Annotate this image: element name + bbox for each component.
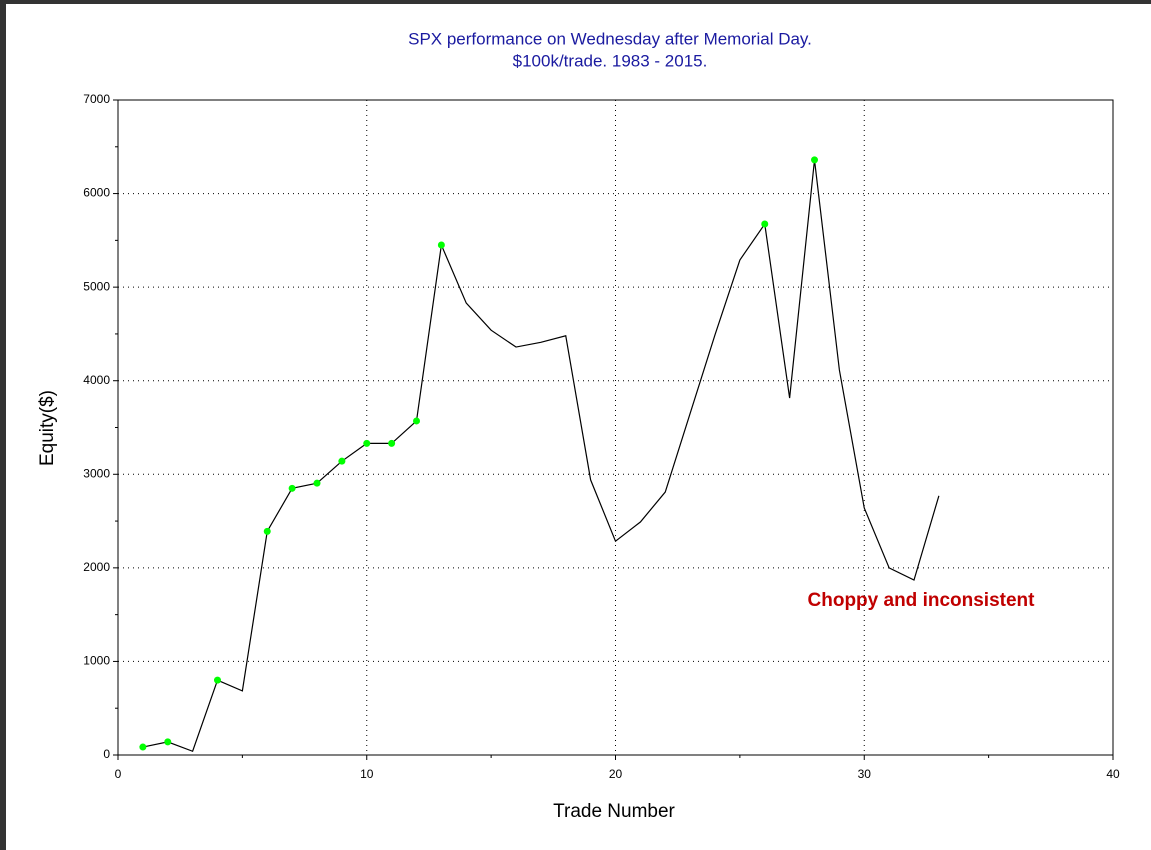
y-tick-label: 2000: [83, 560, 110, 574]
y-axis-label: Equity($): [37, 390, 58, 466]
y-tick-label: 0: [103, 747, 110, 761]
y-tick-label: 3000: [83, 466, 110, 480]
frame-left: [0, 0, 6, 850]
new-high-marker: [413, 417, 420, 425]
annotation: Choppy and inconsistent: [808, 590, 1036, 611]
x-tick-label: 20: [609, 767, 623, 781]
y-tick-label: 4000: [83, 373, 110, 387]
new-high-marker: [164, 738, 172, 746]
new-high-marker: [437, 241, 445, 249]
x-tick-label: 40: [1106, 767, 1120, 781]
new-high-marker: [761, 220, 769, 228]
x-axis-label: Trade Number: [553, 801, 675, 822]
new-high-marker: [388, 439, 396, 447]
new-high-marker: [139, 743, 147, 751]
y-tick-label: 6000: [83, 186, 110, 200]
y-tick-label: 7000: [83, 92, 110, 106]
new-high-marker: [288, 484, 296, 492]
x-tick-label: 10: [360, 767, 374, 781]
y-tick-label: 5000: [83, 279, 110, 293]
new-high-marker: [313, 479, 321, 487]
y-tick-label: 1000: [83, 654, 110, 668]
new-high-marker: [338, 457, 346, 465]
x-tick-label: 0: [115, 767, 122, 781]
frame-top: [0, 0, 1151, 4]
new-high-marker: [263, 527, 271, 535]
new-high-marker: [363, 439, 371, 447]
new-high-marker: [811, 156, 818, 164]
chart-subtitle: $100k/trade. 1983 - 2015.: [513, 51, 708, 70]
chart-title: SPX performance on Wednesday after Memor…: [408, 29, 812, 48]
x-tick-label: 30: [858, 767, 872, 781]
equity-line: [142, 159, 940, 753]
new-high-marker: [214, 676, 221, 684]
